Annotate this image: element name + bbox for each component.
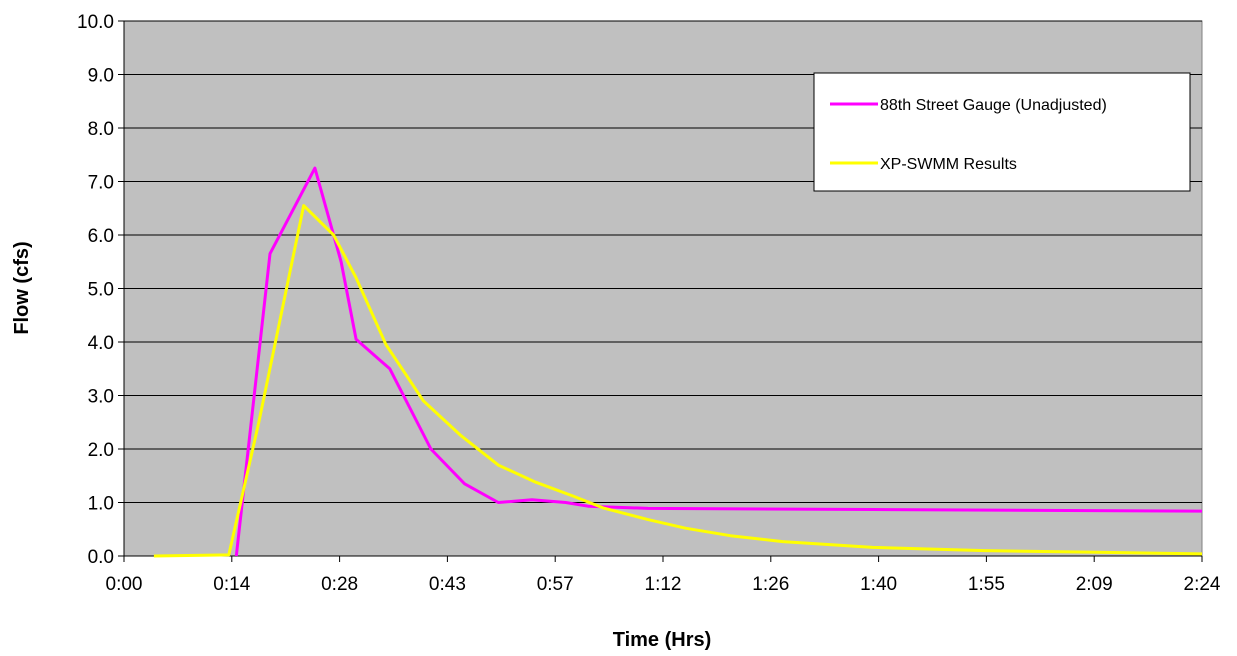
legend: 88th Street Gauge (Unadjusted) XP-SWMM R… bbox=[813, 72, 1191, 192]
series-lines bbox=[153, 166, 1203, 558]
series-line-xp-swmm-results bbox=[153, 204, 1203, 558]
x-tick-label: 0:14 bbox=[213, 574, 250, 595]
y-axis-title: Flow (cfs) bbox=[11, 241, 33, 334]
y-tick-label: 3.0 bbox=[88, 387, 114, 408]
x-tick-label: 0:28 bbox=[321, 574, 358, 595]
y-tick-label: 6.0 bbox=[88, 226, 114, 247]
legend-label-gauge: 88th Street Gauge (Unadjusted) bbox=[880, 97, 1107, 114]
x-tick-label: 1:26 bbox=[752, 574, 789, 595]
x-tick-label: 0:43 bbox=[429, 574, 466, 595]
y-tick-label: 4.0 bbox=[88, 333, 114, 354]
y-tick-label: 9.0 bbox=[88, 66, 114, 87]
x-tick-label: 2:24 bbox=[1184, 574, 1221, 595]
legend-label-swmm: XP-SWMM Results bbox=[880, 156, 1017, 173]
y-tick-label: 2.0 bbox=[88, 440, 114, 461]
x-tick-label: 0:57 bbox=[537, 574, 574, 595]
x-tick-label: 2:09 bbox=[1076, 574, 1113, 595]
y-tick-label: 8.0 bbox=[88, 119, 114, 140]
x-tick-label: 1:12 bbox=[645, 574, 682, 595]
x-tick-label: 1:40 bbox=[860, 574, 897, 595]
y-axis: 0.0 1.0 2.0 3.0 4.0 5.0 6.0 7.0 8.0 9.0 10.0 bbox=[77, 12, 125, 568]
y-tick-label: 0.0 bbox=[88, 547, 114, 568]
x-axis-title: Time (Hrs) bbox=[613, 629, 712, 651]
legend-box bbox=[813, 72, 1191, 192]
y-tick-label: 7.0 bbox=[88, 173, 114, 194]
y-tick-label: 5.0 bbox=[88, 280, 114, 301]
y-tick-label: 1.0 bbox=[88, 494, 114, 515]
x-tick-label: 1:55 bbox=[968, 574, 1005, 595]
x-tick-label: 0:00 bbox=[106, 574, 143, 595]
x-axis: 0:00 0:14 0:28 0:43 0:57 1:12 1:26 1:40 1:55 2:09… bbox=[106, 555, 1221, 595]
y-tick-label: 10.0 bbox=[77, 12, 114, 33]
series-line-88th-street-gauge bbox=[234, 166, 1203, 557]
